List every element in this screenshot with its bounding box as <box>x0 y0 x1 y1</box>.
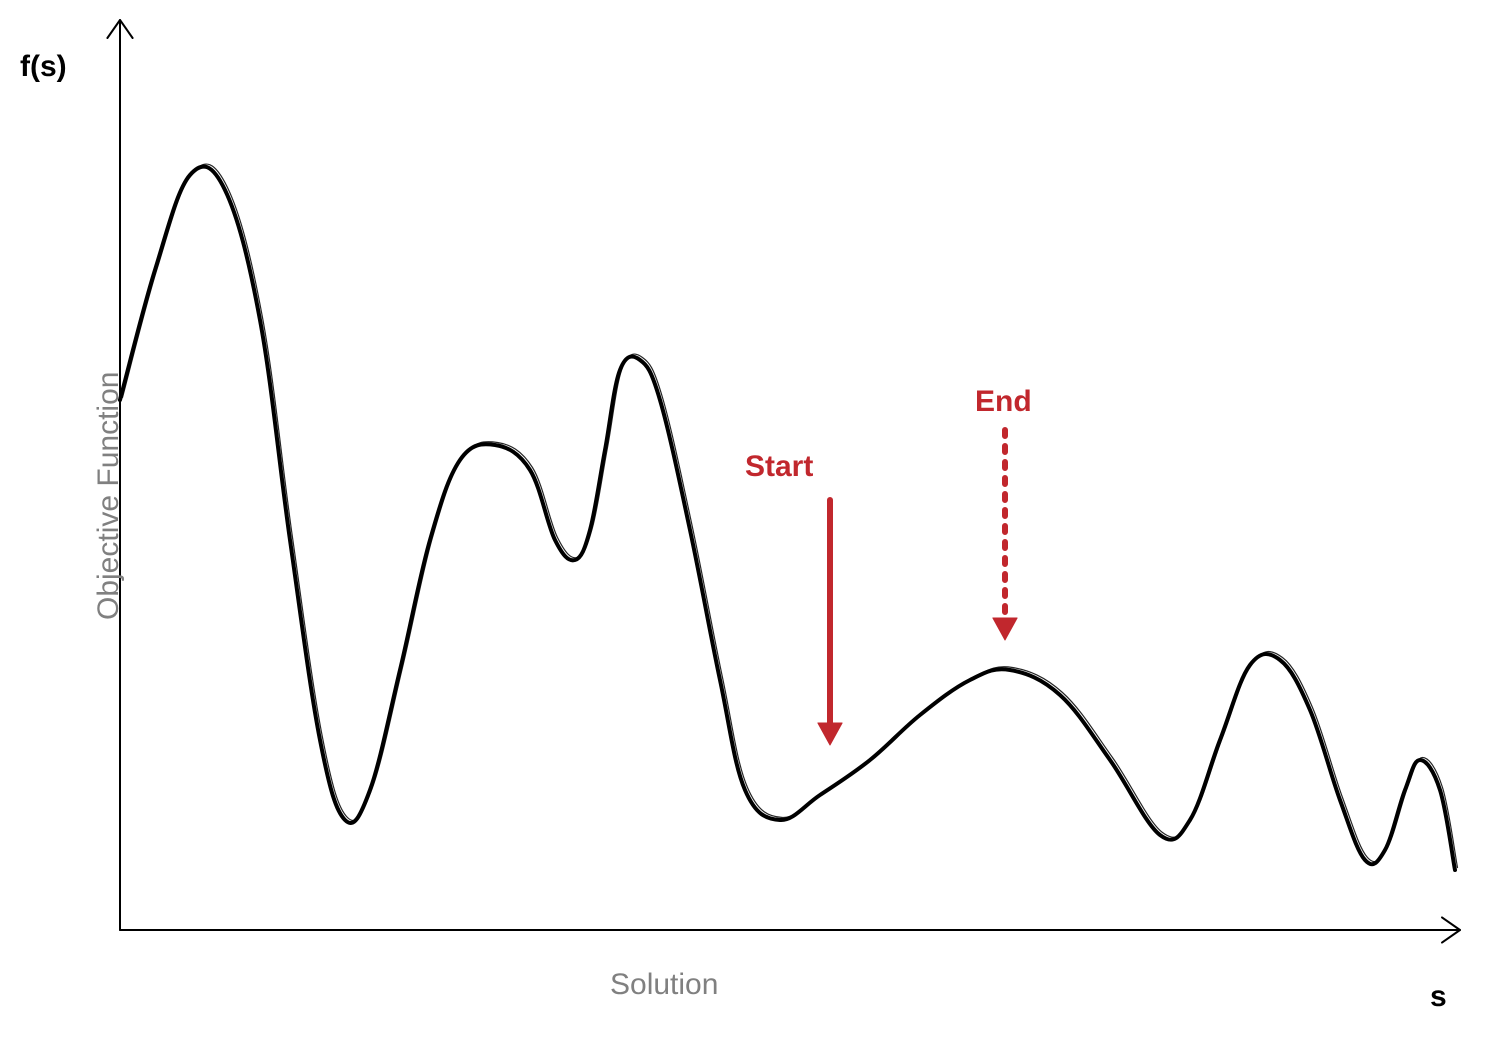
y-axis-name: f(s) <box>20 50 67 84</box>
start-annotation-label: Start <box>745 450 813 484</box>
diagram-svg <box>0 0 1487 1045</box>
x-axis-name: s <box>1430 980 1447 1014</box>
diagram-stage: f(s) s Objective Function Solution Start… <box>0 0 1487 1045</box>
start-arrow-head-icon <box>818 723 842 745</box>
x-axis-label: Solution <box>610 968 718 1002</box>
end-annotation-label: End <box>975 385 1032 419</box>
y-axis-label: Objective Function <box>92 372 126 620</box>
objective-curve <box>120 167 1455 870</box>
end-arrow-head-icon <box>993 618 1017 640</box>
